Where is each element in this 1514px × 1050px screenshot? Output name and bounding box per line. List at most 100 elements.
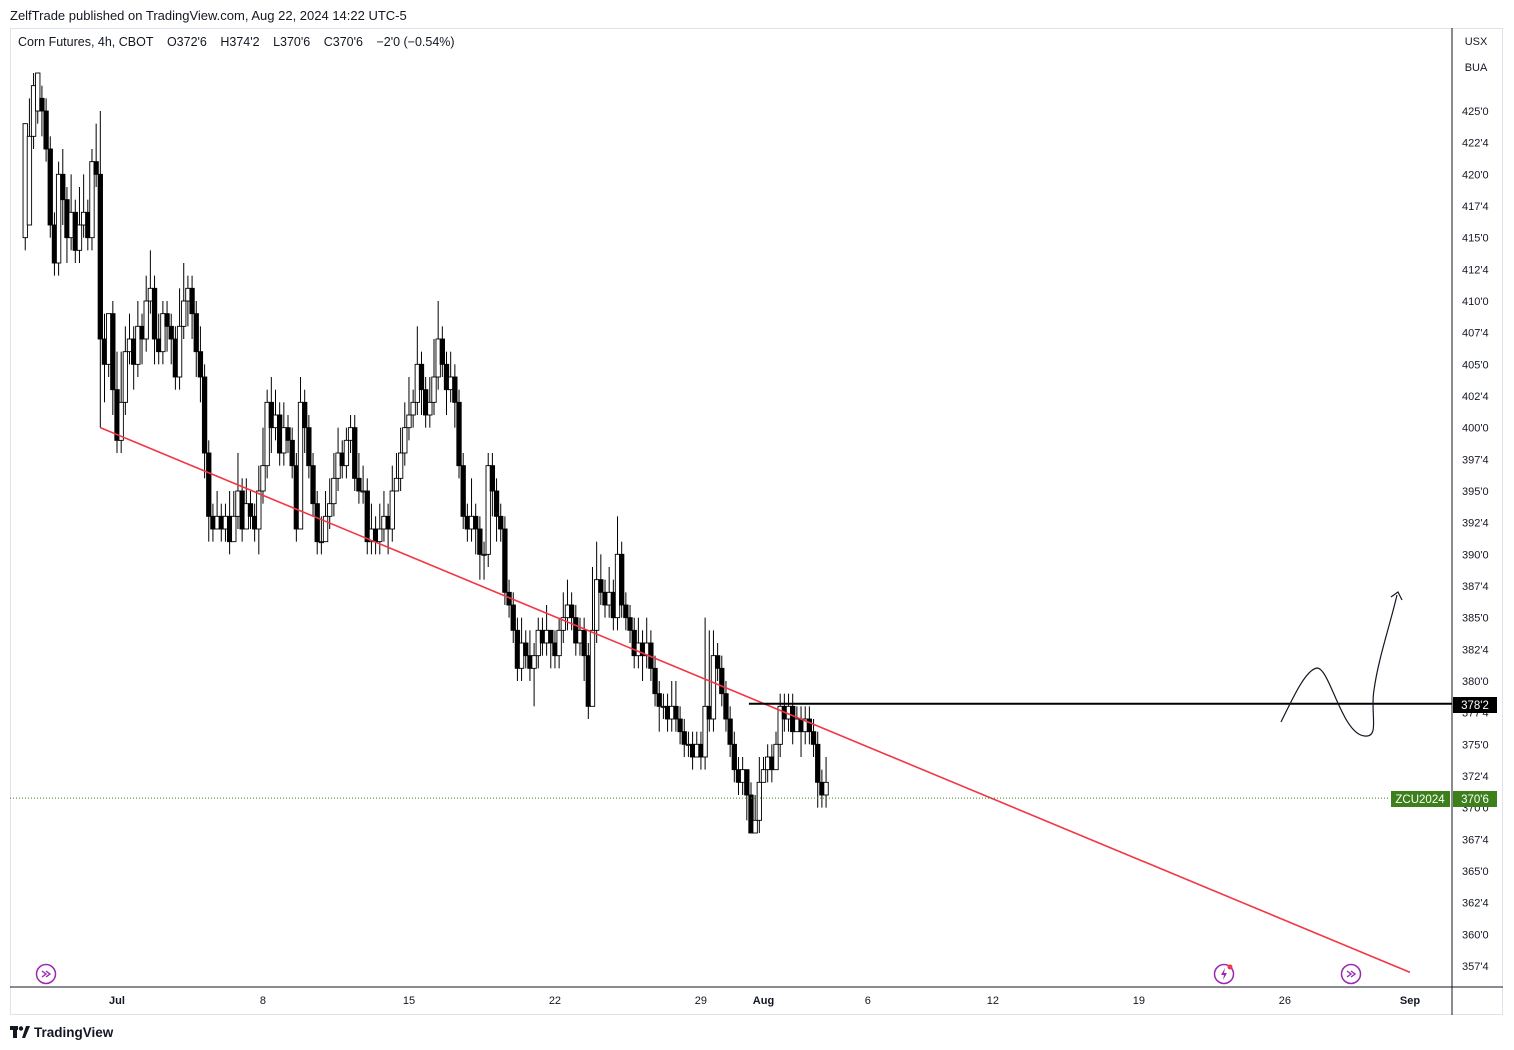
candle-body[interactable]: [26, 135, 33, 226]
candle-body[interactable]: [160, 313, 166, 353]
candle-body[interactable]: [481, 553, 487, 556]
candle-body[interactable]: [656, 693, 662, 707]
candle-body[interactable]: [477, 528, 483, 555]
candle-body[interactable]: [485, 465, 491, 555]
candle-body[interactable]: [744, 769, 750, 796]
candle-body[interactable]: [331, 477, 337, 505]
candle-body[interactable]: [681, 731, 687, 745]
candle-body[interactable]: [731, 743, 737, 771]
tradingview-brand[interactable]: TradingView: [10, 1025, 113, 1041]
candle-body[interactable]: [760, 769, 767, 783]
candle-body[interactable]: [260, 465, 266, 492]
candle-body[interactable]: [377, 528, 383, 543]
candle-body[interactable]: [710, 655, 717, 720]
candle-body[interactable]: [327, 503, 333, 517]
candle-body[interactable]: [343, 439, 350, 467]
candle-body[interactable]: [181, 300, 187, 327]
candle-body[interactable]: [823, 781, 829, 796]
candle-body[interactable]: [460, 465, 466, 517]
candle-body[interactable]: [473, 515, 479, 530]
candle-body[interactable]: [560, 617, 566, 631]
candle-body[interactable]: [310, 465, 316, 505]
candle-body[interactable]: [35, 72, 41, 112]
candle-body[interactable]: [806, 718, 813, 733]
candle-body[interactable]: [264, 401, 270, 467]
candle-body[interactable]: [302, 401, 308, 429]
candle-body[interactable]: [206, 452, 212, 517]
candle-body[interactable]: [143, 300, 149, 340]
candle-body[interactable]: [122, 351, 128, 403]
candle-body[interactable]: [76, 224, 83, 251]
candle-body[interactable]: [431, 376, 437, 403]
candle-body[interactable]: [47, 148, 53, 226]
candle-body[interactable]: [247, 503, 254, 517]
candle-body[interactable]: [389, 490, 395, 530]
candle-body[interactable]: [677, 718, 683, 733]
candle-body[interactable]: [581, 629, 587, 657]
candle-body[interactable]: [418, 363, 425, 391]
candle-body[interactable]: [456, 401, 462, 467]
candle-body[interactable]: [406, 414, 412, 429]
candle-body[interactable]: [452, 376, 458, 403]
candle-body[interactable]: [815, 743, 821, 783]
candle-body[interactable]: [189, 287, 195, 315]
candle-body[interactable]: [164, 313, 170, 327]
candle-body[interactable]: [352, 427, 358, 479]
candle-body[interactable]: [756, 781, 762, 821]
candle-body[interactable]: [397, 452, 404, 479]
candle-body[interactable]: [285, 427, 291, 441]
candle-body[interactable]: [594, 579, 600, 631]
candle-body[interactable]: [322, 515, 329, 543]
candle-body[interactable]: [314, 503, 320, 543]
candle-body[interactable]: [135, 325, 141, 365]
candle-body[interactable]: [719, 667, 725, 695]
candle-body[interactable]: [727, 718, 733, 745]
candle-body[interactable]: [89, 161, 95, 239]
candle-body[interactable]: [652, 667, 658, 695]
candle-body[interactable]: [523, 642, 529, 657]
candle-body[interactable]: [193, 313, 199, 353]
candle-body[interactable]: [502, 528, 508, 593]
candle-body[interactable]: [493, 490, 500, 517]
candle-body[interactable]: [168, 325, 174, 340]
candle-body[interactable]: [402, 427, 408, 454]
candle-body[interactable]: [714, 655, 721, 669]
candle-body[interactable]: [256, 490, 262, 530]
candle-body[interactable]: [748, 794, 754, 834]
candle-body[interactable]: [306, 427, 312, 467]
candle-body[interactable]: [777, 705, 783, 745]
candle-body[interactable]: [356, 477, 362, 492]
candle-body[interactable]: [393, 477, 400, 492]
candle-body[interactable]: [201, 376, 208, 454]
candle-body[interactable]: [97, 173, 103, 340]
chart-frame[interactable]: [10, 28, 1503, 1015]
arrow-right-circle-icon[interactable]: [1340, 963, 1362, 985]
candle-body[interactable]: [364, 490, 370, 543]
candle-body[interactable]: [176, 325, 183, 378]
candle-body[interactable]: [289, 439, 295, 467]
candle-body[interactable]: [510, 604, 516, 631]
candle-body[interactable]: [318, 541, 325, 544]
candle-body[interactable]: [773, 743, 779, 771]
candle-body[interactable]: [118, 401, 124, 441]
candle-body[interactable]: [810, 731, 817, 745]
candle-body[interactable]: [197, 351, 204, 378]
candle-body[interactable]: [93, 161, 99, 175]
candle-body[interactable]: [548, 629, 554, 644]
candle-body[interactable]: [589, 629, 596, 707]
projection-drawing[interactable]: [1280, 594, 1398, 737]
candle-body[interactable]: [110, 313, 116, 391]
candle-body[interactable]: [297, 401, 304, 530]
candle-body[interactable]: [231, 515, 237, 543]
candle-body[interactable]: [752, 819, 758, 834]
candle-body[interactable]: [60, 173, 66, 201]
candle-body[interactable]: [439, 338, 445, 365]
candle-body[interactable]: [619, 553, 625, 606]
candle-body[interactable]: [531, 655, 537, 669]
candle-body[interactable]: [55, 173, 62, 264]
candle-body[interactable]: [568, 604, 575, 619]
candle-body[interactable]: [151, 287, 158, 340]
candle-body[interactable]: [598, 579, 604, 593]
candle-body[interactable]: [556, 629, 562, 657]
